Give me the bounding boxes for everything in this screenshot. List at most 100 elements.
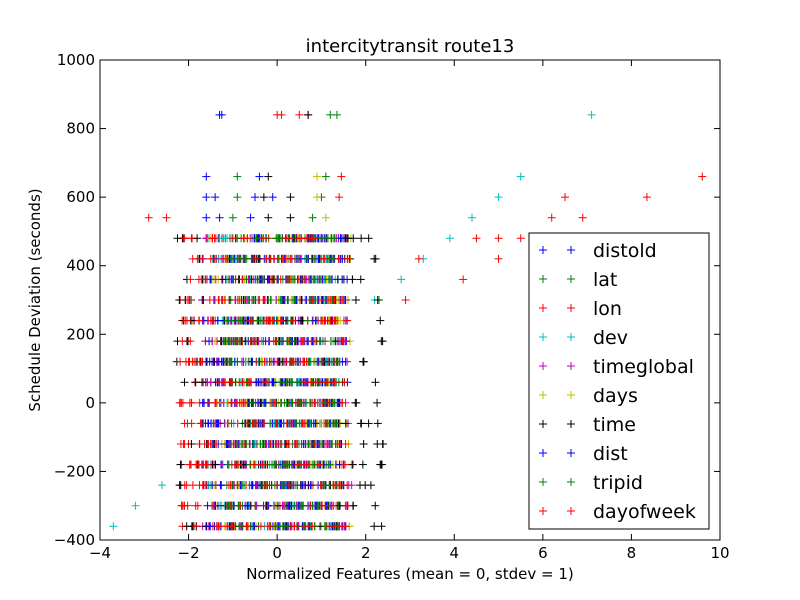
point-dayofweek [494, 254, 503, 263]
point-dayofweek [310, 440, 319, 448]
point-dev [445, 234, 454, 243]
legend-marker [567, 246, 575, 254]
point-time [357, 419, 366, 428]
point-dayofweek [185, 296, 194, 304]
point-dayofweek [227, 419, 236, 428]
point-time [187, 440, 196, 448]
point-dayofweek [228, 234, 237, 243]
point-distold [246, 213, 255, 222]
point-dayofweek [236, 501, 245, 510]
point-lat [233, 193, 242, 202]
point-dayofweek [343, 481, 352, 490]
y-axis: −400 −200 0 200 400 600 800 1000 [54, 51, 720, 549]
point-dayofweek [192, 460, 201, 469]
y-tick-label: −200 [54, 462, 95, 480]
y-axis-title: Schedule Deviation (seconds) [26, 188, 44, 411]
legend-marker [567, 420, 575, 428]
legend-item-tripid: tripid [539, 472, 643, 494]
legend-marker [539, 246, 547, 254]
point-dayofweek [205, 398, 214, 407]
point-tripid [223, 316, 232, 325]
legend-item-days: days [539, 385, 638, 407]
point-dayofweek [338, 398, 347, 407]
point-time [356, 481, 365, 490]
y-tick-label: 1000 [57, 51, 95, 69]
legend: distold lat lon dev timeglobal days time dist tr… [528, 232, 710, 530]
legend-label: dist [593, 443, 628, 465]
x-axis-title: Normalized Features (mean = 0, stdev = 1… [246, 565, 574, 583]
point-dayofweek [185, 357, 194, 366]
legend-marker [567, 507, 575, 515]
point-time [180, 378, 189, 387]
point-dayofweek [287, 419, 296, 428]
point-time [191, 378, 200, 387]
point-dayofweek [494, 234, 503, 243]
point-dayofweek [245, 378, 254, 387]
legend-item-dist: dist [539, 443, 628, 465]
point-time [371, 501, 380, 510]
point-dayofweek [270, 398, 279, 407]
point-dayofweek [642, 193, 651, 202]
point-dayofweek [698, 172, 707, 181]
point-dayofweek [252, 357, 261, 366]
point-tripid [276, 378, 285, 387]
point-dist [208, 481, 217, 490]
point-dayofweek [273, 357, 282, 366]
legend-box [528, 232, 710, 530]
point-dayofweek [329, 357, 338, 366]
point-distold [217, 110, 226, 119]
point-dayofweek [260, 296, 269, 304]
point-dayofweek [195, 440, 204, 448]
point-dayofweek [472, 234, 481, 243]
point-dayofweek [276, 316, 285, 325]
point-dayofweek [223, 357, 232, 366]
legend-item-lat: lat [539, 269, 617, 291]
point-tripid [235, 254, 244, 263]
point-dayofweek [178, 501, 187, 510]
point-time [377, 337, 386, 346]
x-tick-label: −2 [178, 544, 200, 562]
point-dayofweek [199, 460, 208, 469]
point-dayofweek [343, 316, 352, 325]
point-dayofweek [301, 522, 310, 531]
point-time [341, 419, 350, 428]
point-dayofweek [547, 213, 556, 222]
point-dayofweek [230, 460, 239, 469]
chart-title: intercitytransit route13 [306, 36, 515, 57]
point-dayofweek [226, 481, 235, 490]
legend-marker [539, 333, 547, 341]
point-dayofweek [319, 254, 328, 263]
point-dayofweek [208, 501, 217, 510]
point-dayofweek [233, 481, 242, 490]
point-lon [295, 110, 304, 119]
point-dayofweek [259, 419, 268, 428]
legend-item-dayofweek: dayofweek [539, 501, 696, 523]
point-time [376, 316, 385, 325]
legend-marker [539, 478, 547, 486]
point-dayofweek [201, 275, 210, 284]
point-dayofweek [306, 501, 315, 510]
point-dev [516, 172, 525, 181]
point-days [321, 213, 330, 222]
point-tripid [233, 357, 242, 366]
point-dev [494, 193, 503, 202]
point-dayofweek [288, 357, 297, 366]
point-dayofweek [401, 296, 410, 304]
point-dayofweek [211, 275, 220, 284]
point-dayofweek [196, 419, 205, 428]
point-dev [131, 501, 140, 510]
point-time [373, 296, 382, 304]
point-dayofweek [273, 481, 282, 490]
point-lat [321, 172, 330, 181]
legend-marker [539, 304, 547, 312]
point-dayofweek [182, 481, 191, 490]
point-lon [144, 213, 153, 222]
point-dayofweek [278, 254, 287, 263]
point-dayofweek [294, 275, 303, 284]
point-dayofweek [220, 378, 229, 387]
legend-label: time [593, 414, 636, 436]
point-dayofweek [290, 522, 299, 531]
point-tripid [303, 254, 312, 263]
x-tick-label: 0 [272, 544, 282, 562]
point-dayofweek [338, 296, 347, 304]
